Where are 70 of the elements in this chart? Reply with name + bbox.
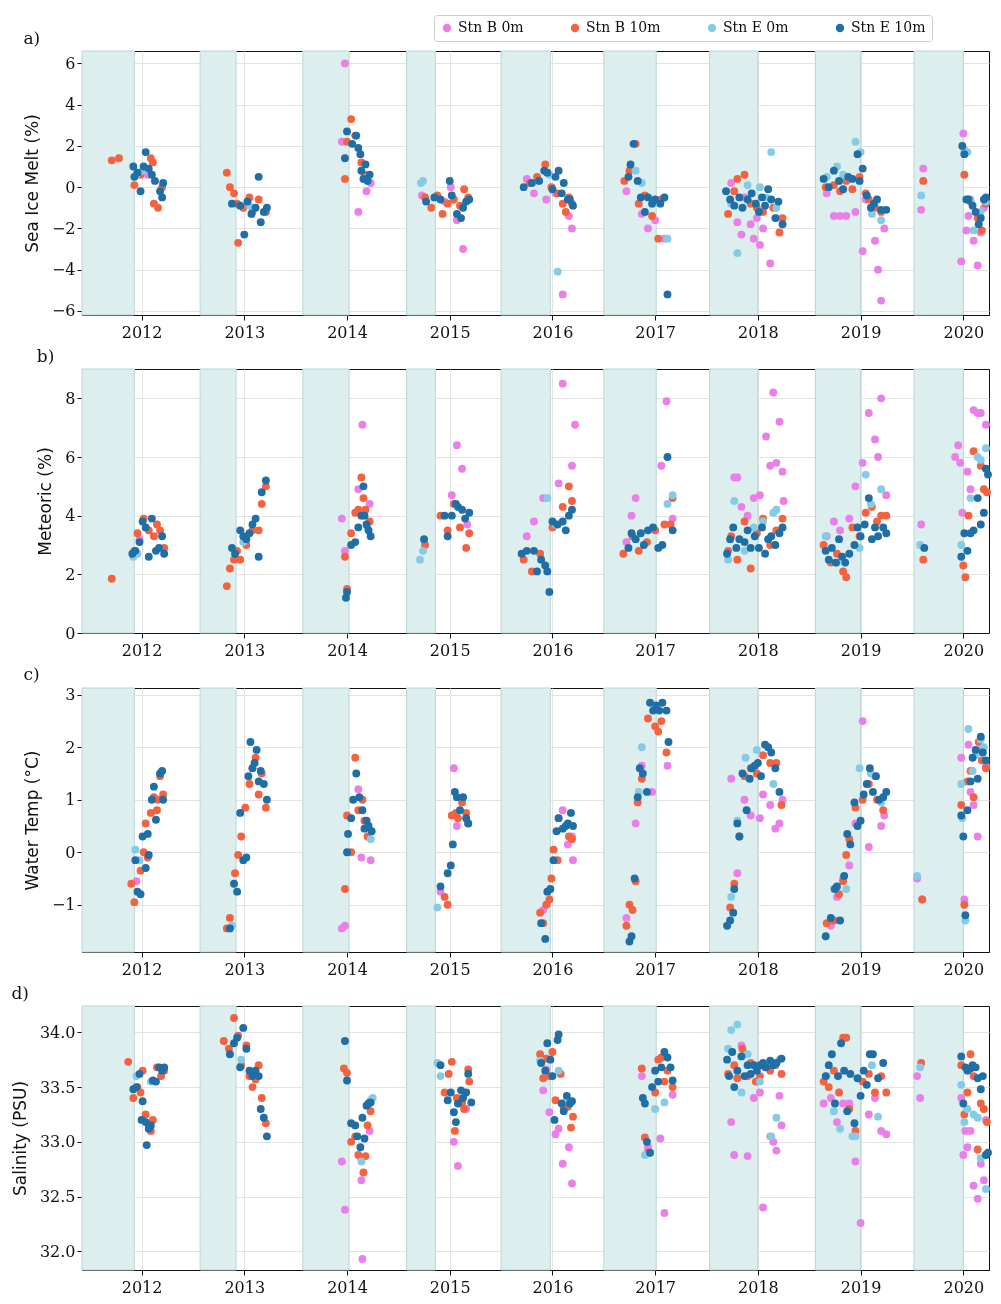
y-tick-label: 8: [65, 388, 76, 408]
y-tick-label: 4: [65, 506, 76, 526]
x-tick-label: 2015: [429, 959, 471, 979]
x-tick-label: 2020: [943, 959, 985, 979]
x-tick-label: 2015: [429, 640, 471, 660]
y-axis-title: Water Temp (°C): [21, 750, 42, 891]
x-tick-label: 2016: [532, 1277, 574, 1297]
y-tick-label: 0: [65, 623, 76, 643]
x-tick-label: 2019: [840, 1277, 882, 1297]
y-tick-label: 0: [65, 177, 76, 197]
x-tick-label: 2018: [738, 959, 779, 979]
x-tick-label: 2014: [327, 640, 368, 660]
y-tick-label: 33.5: [39, 1077, 76, 1097]
x-tick-label: 2016: [532, 322, 574, 342]
x-tick-label: 2018: [738, 1277, 779, 1297]
chart-title: c): [23, 663, 40, 684]
y-tick-label: 2: [65, 737, 76, 757]
y-tick-label: 6: [65, 447, 76, 467]
y-tick-label: 1: [65, 790, 76, 810]
chart-title: d): [11, 982, 29, 1003]
x-tick-label: 2015: [429, 322, 471, 342]
x-tick-label: 2013: [224, 1277, 266, 1297]
x-tick-label: 2013: [224, 959, 266, 979]
x-tick-label: 2012: [121, 1277, 163, 1297]
x-tick-label: 2014: [327, 1277, 368, 1297]
chart-title: a): [23, 27, 41, 48]
y-tick-label: 2: [65, 564, 76, 584]
x-tick-label: 2016: [532, 959, 574, 979]
y-tick-label: −6: [51, 301, 76, 321]
y-tick-label: 0: [65, 842, 76, 862]
x-tick-label: 2017: [635, 959, 677, 979]
x-tick-label: 2012: [121, 322, 163, 342]
y-tick-label: 32.5: [39, 1187, 76, 1207]
x-tick-label: 2017: [635, 322, 677, 342]
x-tick-label: 2019: [840, 640, 882, 660]
x-tick-label: 2012: [121, 640, 163, 660]
legend-label: Stn B 10m: [586, 19, 661, 35]
x-tick-label: 2012: [121, 959, 163, 979]
y-axis-title: Meteoric (%): [35, 447, 56, 556]
x-tick-label: 2019: [840, 959, 882, 979]
x-tick-label: 2017: [635, 640, 677, 660]
x-tick-label: 2018: [738, 322, 779, 342]
y-tick-label: −4: [51, 260, 76, 280]
x-tick-label: 2019: [840, 322, 882, 342]
y-tick-label: 33.0: [39, 1132, 76, 1152]
legend-label: Stn B 0m: [458, 19, 524, 35]
x-tick-label: 2017: [635, 1277, 677, 1297]
y-tick-label: 2: [65, 136, 76, 156]
x-tick-label: 2020: [943, 640, 985, 660]
legend-label: Stn E 10m: [851, 19, 926, 35]
legend-label: Stn E 0m: [723, 19, 789, 35]
x-tick-label: 2014: [327, 322, 368, 342]
y-tick-label: −2: [51, 218, 76, 238]
x-tick-label: 2013: [224, 322, 266, 342]
x-tick-label: 2020: [943, 322, 985, 342]
y-tick-label: 3: [65, 685, 76, 705]
y-tick-label: 34.0: [39, 1022, 76, 1042]
y-axis-title: Salinity (PSU): [9, 1080, 30, 1197]
x-tick-label: 2016: [532, 640, 574, 660]
x-tick-label: 2018: [738, 640, 779, 660]
x-tick-label: 2020: [943, 1277, 985, 1297]
y-tick-label: 32.0: [39, 1241, 76, 1261]
y-tick-label: 4: [65, 95, 76, 115]
chart-title: b): [36, 345, 55, 366]
y-tick-label: 6: [65, 53, 76, 73]
y-tick-label: −1: [51, 895, 76, 915]
x-tick-label: 2013: [224, 640, 266, 660]
x-tick-label: 2015: [429, 1277, 471, 1297]
x-tick-label: 2014: [327, 959, 368, 979]
y-axis-title: Sea Ice Melt (%): [21, 114, 42, 253]
